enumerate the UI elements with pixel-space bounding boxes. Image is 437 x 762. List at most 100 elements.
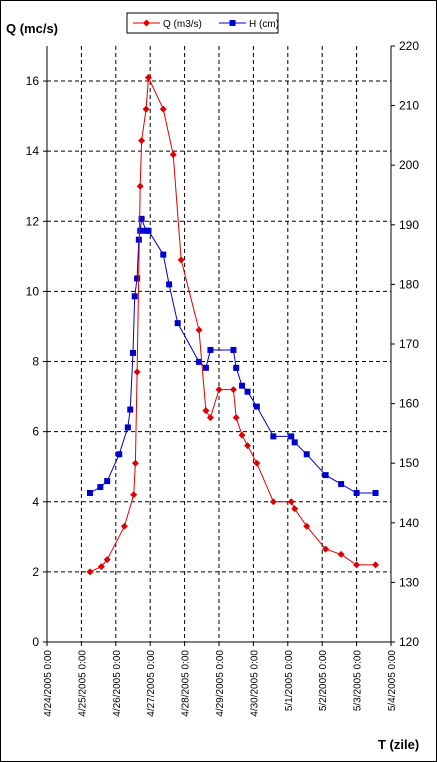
x-tick-label: 4/24/2005 0:00 [43, 650, 54, 717]
data-point [131, 459, 139, 467]
x-tick-label: 4/26/2005 0:00 [112, 650, 123, 717]
grid [47, 46, 391, 642]
x-tick-label: 4/29/2005 0:00 [215, 650, 226, 717]
series-line [89, 75, 376, 573]
data-point [138, 215, 145, 222]
y-left-tick-label: 4 [32, 495, 39, 509]
data-point [131, 293, 138, 300]
data-point [133, 368, 141, 376]
data-point [145, 227, 152, 234]
data-point [103, 556, 111, 564]
data-point [138, 137, 146, 145]
y-left-tick-label: 8 [32, 355, 39, 369]
data-point [244, 388, 251, 395]
y-left-tick-label: 0 [32, 635, 39, 649]
x-ticks: 4/24/2005 0:00 4/25/2005 0:00 4/26/2005 0:… [43, 642, 398, 717]
data-point [337, 550, 345, 558]
y-right-tick-label: 120 [399, 635, 419, 649]
y-right-tick-label: 150 [399, 456, 419, 470]
data-point [269, 498, 277, 506]
data-point [97, 563, 105, 571]
legend-box [126, 12, 279, 34]
y-right-tick-label: 160 [399, 397, 419, 411]
data-point [116, 451, 123, 458]
data-point [130, 349, 136, 356]
x-tick-label: 5/4/2005 0:00 [387, 650, 398, 712]
legend-q-marker [143, 19, 150, 27]
x-tick-label: 4/25/2005 0:00 [77, 650, 88, 717]
data-point [353, 561, 361, 569]
y-left-axis-title: Q (mc/s) [6, 21, 58, 36]
data-point [353, 490, 360, 496]
y-right-tick-label: 210 [399, 99, 419, 113]
data-point [291, 505, 299, 513]
data-point [322, 472, 329, 479]
data-point [338, 481, 345, 488]
y-left-ticks: 0 2 4 6 8 10 12 14 16 [26, 74, 47, 649]
data-point [166, 281, 173, 288]
x-tick-label: 4/28/2005 0:00 [181, 650, 192, 717]
y-left-tick-label: 16 [26, 74, 40, 88]
y-left-tick-label: 14 [26, 144, 40, 158]
x-tick-label: 5/3/2005 0:00 [353, 650, 364, 712]
data-point [372, 490, 379, 496]
x-tick-label: 4/30/2005 0:00 [249, 650, 260, 717]
data-point [372, 561, 380, 569]
data-point [238, 431, 246, 439]
data-point [215, 386, 223, 394]
data-point [142, 105, 150, 113]
y-left-tick-label: 6 [32, 425, 39, 439]
data-point [137, 227, 144, 234]
x-tick-label: 4/27/2005 0:00 [146, 650, 157, 717]
series-q [86, 74, 380, 576]
data-point [127, 406, 134, 413]
data-point [232, 414, 240, 422]
data-point [287, 498, 295, 506]
data-point [207, 346, 214, 353]
x-tick-label: 5/1/2005 0:00 [284, 650, 295, 712]
data-point [130, 491, 138, 499]
data-point [86, 568, 94, 576]
data-point [239, 382, 246, 389]
data-point [253, 459, 261, 467]
legend: Q (m3/s) H (cm) [126, 12, 279, 34]
data-point [97, 484, 104, 491]
data-point [244, 442, 252, 450]
data-point [144, 74, 152, 82]
series-h [87, 215, 379, 496]
y-right-tick-label: 180 [399, 277, 419, 291]
y-right-tick-label: 140 [399, 516, 419, 530]
data-point [230, 346, 237, 353]
data-point [160, 251, 167, 258]
data-point [195, 326, 203, 334]
data-point [291, 439, 298, 446]
data-point [202, 364, 209, 371]
data-point [253, 403, 260, 410]
data-point [177, 256, 185, 264]
data-point [134, 275, 141, 282]
data-point [233, 364, 240, 371]
data-point [303, 451, 310, 458]
y-left-tick-label: 12 [26, 214, 40, 228]
data-point [87, 490, 93, 496]
y-right-tick-label: 170 [399, 337, 419, 351]
y-left-tick-label: 2 [32, 565, 39, 579]
data-point [270, 433, 277, 440]
data-point [124, 424, 131, 431]
data-point [136, 182, 144, 190]
data-point [202, 407, 210, 415]
y-right-tick-label: 130 [399, 575, 419, 589]
data-point [174, 320, 181, 327]
data-point [206, 414, 214, 422]
x-axis-title: T (zile) [378, 737, 419, 752]
y-right-tick-label: 190 [399, 218, 419, 232]
data-point [288, 433, 295, 440]
legend-h-marker [229, 20, 236, 26]
data-point [120, 522, 128, 530]
data-point [169, 151, 177, 159]
y-right-tick-label: 200 [399, 158, 419, 172]
x-tick-label: 5/2/2005 0:00 [318, 650, 329, 712]
y-right-ticks: 120 130 140 150 160 170 180 190 200 210 220 [391, 39, 419, 649]
data-point [104, 478, 111, 485]
